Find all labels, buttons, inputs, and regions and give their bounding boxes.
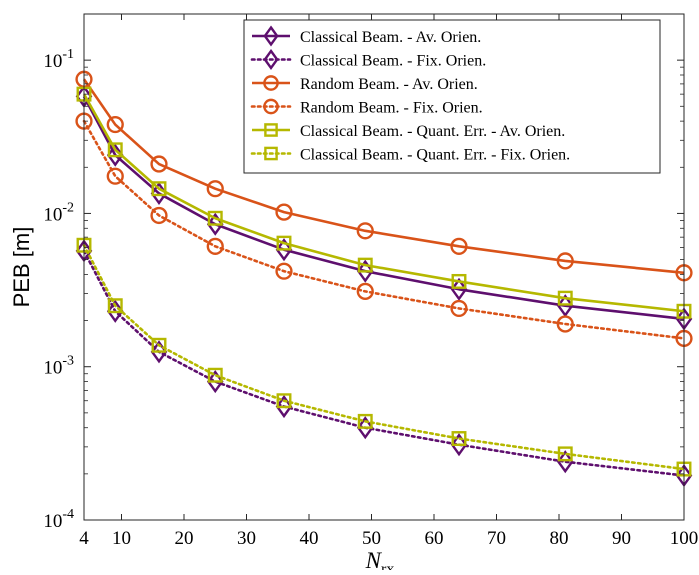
y-tick-label: 10-3 <box>43 354 74 379</box>
data-point <box>151 181 167 197</box>
legend-item-2: Classical Beam. - Fix. Orien. <box>250 48 486 71</box>
y-tick-label: 10-4 <box>43 507 74 532</box>
data-point <box>206 370 224 394</box>
data-point <box>357 257 373 273</box>
series-line <box>82 243 686 471</box>
data-point <box>451 273 467 289</box>
legend-marker <box>263 75 279 91</box>
data-point <box>206 180 224 198</box>
x-tick-label: 20 <box>175 528 194 549</box>
data-point <box>275 203 293 221</box>
data-point <box>450 277 468 301</box>
legend-marker <box>263 98 279 115</box>
data-point <box>150 206 168 225</box>
data-point <box>207 210 223 226</box>
data-point <box>557 290 573 306</box>
x-tick-label: 60 <box>425 528 444 549</box>
data-point <box>275 238 293 262</box>
data-point <box>450 237 468 255</box>
y-tick-label: 10-1 <box>43 47 74 72</box>
data-point <box>275 394 293 419</box>
x-axis-label: Nrx <box>365 548 395 570</box>
data-point <box>556 315 574 333</box>
data-point <box>356 416 374 440</box>
legend-item-5: Classical Beam. - Quant. Err. - Av. Orie… <box>252 123 565 140</box>
legend-item-4: Random Beam. - Fix. Orien. <box>250 98 483 117</box>
x-tick-label: 50 <box>362 528 381 549</box>
series-line <box>82 78 685 275</box>
data-point <box>556 252 574 270</box>
x-tick-label: 70 <box>487 528 506 549</box>
data-point <box>275 262 293 280</box>
legend-box <box>243 19 661 174</box>
data-point <box>276 393 292 409</box>
data-point <box>356 259 374 283</box>
legend-marker <box>264 146 278 161</box>
x-tick-label: 80 <box>550 528 569 549</box>
legend-marker <box>264 123 278 137</box>
data-point <box>276 235 292 251</box>
series-line <box>82 93 685 313</box>
axes-frame <box>83 13 685 521</box>
legend-label: Classical Beam. - Fix. Orien. <box>300 53 486 70</box>
legend-label: Classical Beam. - Av. Orien. <box>300 29 481 46</box>
legend-item-3: Random Beam. - Av. Orien. <box>252 75 478 93</box>
x-tick-label: 4 <box>79 528 89 549</box>
data-point <box>106 143 124 167</box>
data-point <box>451 431 467 447</box>
data-point <box>556 294 574 318</box>
data-point <box>106 115 124 134</box>
x-tick-label: 10 <box>112 528 131 549</box>
x-tick-label: 30 <box>237 528 256 549</box>
x-axis: 4 10 20 30 40 50 60 70 80 90 100 <box>79 14 698 549</box>
legend-label: Random Beam. - Av. Orien. <box>300 76 478 93</box>
legend-marker <box>263 48 279 71</box>
data-point <box>557 446 573 462</box>
legend-label: Classical Beam. - Quant. Err. - Fix. Ori… <box>300 147 570 164</box>
data-point <box>107 142 123 158</box>
data-point <box>450 433 468 457</box>
legend-label: Classical Beam. - Quant. Err. - Av. Orie… <box>300 123 565 140</box>
y-tick-label: 10-2 <box>43 200 74 225</box>
data-point <box>357 413 373 429</box>
series-line <box>82 119 686 340</box>
legend-item-1: Classical Beam. - Av. Orien. <box>252 25 481 47</box>
data-point <box>151 337 167 353</box>
data-point <box>450 299 468 318</box>
x-tick-label: 100 <box>670 528 699 549</box>
legend-item-6: Classical Beam. - Quant. Err. - Fix. Ori… <box>250 146 570 164</box>
y-axis: 10-4 10-3 10-2 10-1 <box>43 13 684 532</box>
data-point <box>356 222 374 240</box>
x-tick-label: 90 <box>612 528 631 549</box>
legend-label: Random Beam. - Fix. Orien. <box>300 100 483 117</box>
legend-marker <box>263 25 279 47</box>
data-point <box>356 282 374 301</box>
data-point <box>556 450 574 474</box>
y-axis-label: PEB [m] <box>9 227 34 308</box>
data-point <box>106 167 124 185</box>
data-point <box>107 298 123 314</box>
data-point <box>207 367 223 383</box>
x-tick-label: 40 <box>300 528 319 549</box>
data-point <box>150 155 168 173</box>
data-point <box>206 237 224 255</box>
